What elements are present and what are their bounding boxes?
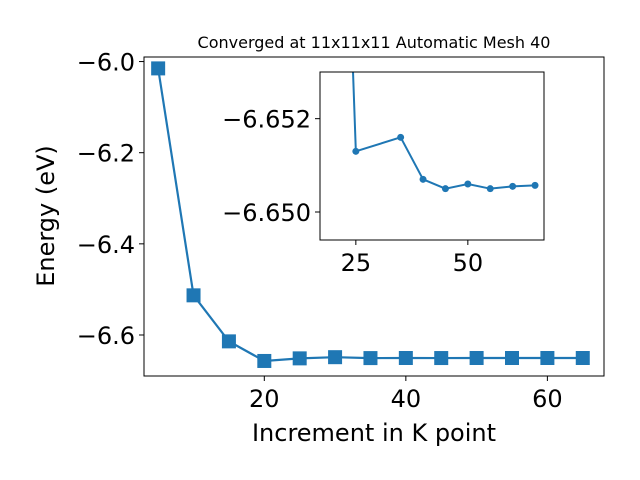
inset-x-axis: 25 50 — [341, 240, 484, 277]
y-tick-label: −6.4 — [77, 231, 135, 259]
data-point — [441, 185, 449, 193]
data-point — [509, 182, 517, 190]
x-tick-label: 60 — [532, 385, 563, 413]
data-point — [434, 351, 449, 366]
x-tick-label: 25 — [341, 249, 372, 277]
data-point — [575, 350, 590, 365]
chart-title: Converged at 11x11x11 Automatic Mesh 40 — [198, 33, 551, 52]
data-point — [151, 61, 166, 76]
y-tick-label: −6.6 — [77, 322, 135, 350]
data-point — [505, 350, 519, 365]
data-point — [328, 350, 343, 365]
data-point — [486, 185, 494, 193]
data-point — [352, 147, 360, 155]
main-y-axis: −6.0 −6.2 −6.4 −6.6 — [77, 49, 144, 350]
inset-y-axis: −6.652 −6.650 — [222, 106, 320, 227]
data-point — [257, 353, 272, 368]
x-tick-label: 20 — [249, 385, 280, 413]
main-plot — [151, 61, 590, 368]
y-tick-label: −6.2 — [77, 140, 135, 168]
x-tick-label: 50 — [453, 249, 484, 277]
data-point — [397, 133, 405, 141]
main-plot-frame — [143, 56, 605, 377]
data-point — [221, 334, 236, 349]
data-point — [292, 351, 307, 366]
data-point — [419, 175, 427, 183]
inset-plot-frame — [319, 71, 545, 241]
y-tick-label: −6.652 — [222, 106, 311, 134]
y-tick-label: −6.0 — [77, 49, 135, 77]
inset-plot — [352, 72, 539, 193]
data-point — [398, 350, 413, 365]
y-axis-label: Energy (eV) — [32, 145, 60, 287]
data-point — [464, 180, 472, 188]
x-axis-label: Increment in K point — [252, 419, 496, 447]
data-point — [363, 351, 378, 366]
data-point — [531, 181, 539, 189]
x-tick-label: 40 — [391, 385, 422, 413]
data-point — [469, 350, 484, 365]
main-x-axis: 20 40 60 — [249, 376, 563, 413]
data-point — [540, 350, 555, 365]
y-tick-label: −6.650 — [222, 199, 311, 227]
inset-background — [320, 72, 544, 240]
data-point — [186, 288, 201, 303]
